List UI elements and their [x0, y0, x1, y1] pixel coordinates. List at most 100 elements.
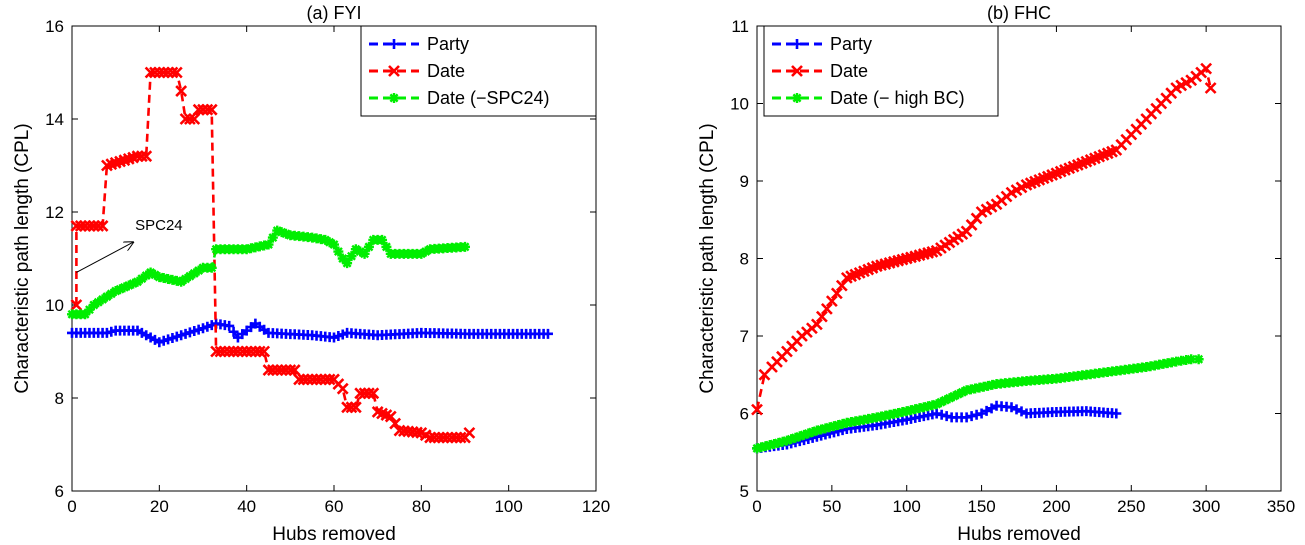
point-1-87 — [445, 431, 458, 444]
x-tick-label-3: 150 — [967, 497, 995, 516]
x-tick-label-4: 200 — [1042, 497, 1070, 516]
point-0-58 — [1011, 404, 1022, 415]
point-1-54 — [301, 373, 314, 386]
point-1-43 — [253, 345, 266, 358]
point-1-31 — [201, 103, 214, 116]
point-1-42 — [249, 345, 262, 358]
point-2-11 — [115, 284, 126, 295]
point-0-109 — [542, 328, 553, 339]
point-2-45 — [944, 393, 955, 404]
point-1-91 — [463, 426, 476, 439]
point-1-4 — [83, 220, 96, 232]
series-0 — [752, 400, 1122, 454]
point-1-46 — [266, 364, 279, 377]
point-1-44 — [258, 345, 271, 358]
point-2-90 — [460, 241, 470, 252]
point-2-10 — [794, 431, 805, 442]
y-tick-label-1: 6 — [740, 405, 749, 424]
x-tick-label-2: 100 — [893, 497, 921, 516]
point-0-57 — [1006, 402, 1017, 413]
point-2-66 — [355, 246, 366, 257]
point-2-16 — [136, 273, 147, 284]
y-tick-label-5: 10 — [730, 95, 749, 114]
point-2-9 — [790, 432, 801, 443]
point-0-legend — [389, 39, 399, 49]
series-line-1 — [755, 66, 1212, 410]
series-2 — [752, 354, 1204, 454]
point-0-59 — [1016, 406, 1027, 417]
point-1-96 — [1200, 62, 1213, 75]
x-tick-label-4: 80 — [412, 497, 431, 516]
point-2-48 — [957, 387, 968, 398]
point-2-18 — [145, 267, 156, 278]
point-2-43 — [935, 397, 946, 408]
point-1-18 — [144, 66, 157, 79]
point-2-47 — [272, 225, 283, 236]
point-1-48 — [275, 364, 288, 377]
x-tick-label-7: 350 — [1267, 497, 1295, 516]
point-2-63 — [342, 258, 353, 269]
series-1 — [70, 66, 476, 444]
legend-label-1: Date — [830, 61, 868, 81]
legend-label-2: Date (− high BC) — [830, 88, 965, 108]
point-1-20 — [153, 66, 166, 79]
x-tick-label-5: 250 — [1117, 497, 1145, 516]
point-1-legend — [791, 65, 803, 77]
point-1-22 — [162, 66, 174, 79]
y-tick-label-3: 8 — [740, 250, 749, 269]
point-1-49 — [280, 364, 292, 377]
point-1-67 — [358, 387, 371, 400]
y-tick-label-6: 11 — [731, 17, 749, 36]
point-1-57 — [314, 373, 327, 386]
point-1-38 — [232, 345, 244, 358]
point-1-65 — [349, 401, 362, 414]
point-2-72 — [381, 241, 392, 252]
x-tick-label-1: 20 — [150, 497, 169, 516]
annotation-label: SPC24 — [135, 217, 183, 234]
series-2 — [67, 225, 470, 320]
point-1-7 — [96, 220, 109, 232]
point-2-65 — [350, 244, 361, 255]
point-2-legend — [389, 93, 399, 103]
point-1-53 — [297, 373, 310, 386]
point-2-44 — [940, 395, 951, 406]
y-axis-title: Characteristic path length (CPL) — [697, 123, 718, 393]
point-1-28 — [188, 113, 201, 125]
point-1-63 — [341, 401, 354, 414]
point-2-59 — [324, 237, 335, 248]
point-1-83 — [428, 431, 441, 444]
point-2-62 — [337, 253, 348, 264]
point-1-2 — [74, 220, 87, 232]
point-1-50 — [284, 364, 297, 377]
point-1-29 — [192, 103, 205, 116]
point-2-13 — [807, 426, 818, 437]
point-0-legend — [792, 39, 802, 49]
series-0 — [67, 318, 553, 348]
point-1-1 — [70, 220, 83, 232]
point-2-13 — [123, 280, 134, 291]
point-2-46 — [948, 391, 959, 402]
x-tick-label-0: 0 — [752, 497, 761, 516]
chart-title: (a) FYI — [306, 3, 361, 23]
legend: Party Date Date (− high BC) — [763, 25, 999, 117]
point-1-36 — [223, 345, 236, 358]
point-2-60 — [329, 239, 339, 250]
legend-label-2: Date (−SPC24) — [427, 88, 550, 108]
point-2-102 — [1193, 354, 1204, 365]
point-2-12 — [803, 428, 814, 439]
point-1-37 — [227, 345, 240, 358]
series-1 — [751, 62, 1217, 416]
legend: Party Date Date (−SPC24) — [360, 25, 597, 117]
point-2-8 — [786, 434, 797, 445]
point-2-71 — [377, 234, 388, 245]
point-1-5 — [87, 220, 100, 232]
point-1-34 — [214, 345, 227, 358]
point-1-24 — [170, 66, 183, 79]
point-2-11 — [799, 429, 810, 440]
point-2-32 — [206, 262, 217, 273]
x-axis-title: Hubs removed — [272, 524, 396, 545]
point-2-12 — [119, 282, 130, 293]
point-2-15 — [132, 276, 143, 287]
point-2-42 — [931, 399, 942, 410]
point-1-17 — [140, 150, 153, 163]
